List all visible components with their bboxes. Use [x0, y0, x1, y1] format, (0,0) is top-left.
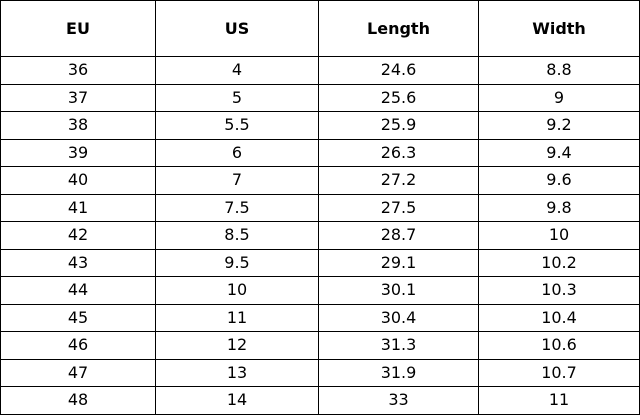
table-cell: 13 — [155, 358, 319, 387]
table-cell: 9.8 — [478, 193, 640, 222]
table-cell: 33 — [318, 386, 479, 415]
table-cell: 27.5 — [318, 193, 479, 222]
header-cell: Width — [478, 0, 640, 57]
table-cell: 39 — [0, 138, 156, 167]
table-cell: 29.1 — [318, 248, 479, 277]
table-cell: 31.9 — [318, 358, 479, 387]
table-row: 38 5.5 25.9 9.2 — [0, 111, 640, 140]
table-cell: 10 — [478, 221, 640, 250]
header-cell: US — [155, 0, 319, 57]
table-cell: 12 — [155, 331, 319, 360]
table-cell: 10.6 — [478, 331, 640, 360]
table-cell: 9.6 — [478, 166, 640, 195]
table-row: 40 7 27.2 9.6 — [0, 166, 640, 195]
table-cell: 24.6 — [318, 56, 479, 85]
table-cell: 10.2 — [478, 248, 640, 277]
table-cell: 9 — [478, 83, 640, 112]
table-cell: 26.3 — [318, 138, 479, 167]
table-cell: 4 — [155, 56, 319, 85]
table-cell: 9.5 — [155, 248, 319, 277]
table-cell: 11 — [155, 303, 319, 332]
table-cell: 30.4 — [318, 303, 479, 332]
table-cell: 25.6 — [318, 83, 479, 112]
table-cell: 31.3 — [318, 331, 479, 360]
header-cell: EU — [0, 0, 156, 57]
table-row: 46 12 31.3 10.6 — [0, 331, 640, 360]
table-cell: 6 — [155, 138, 319, 167]
table-cell: 7.5 — [155, 193, 319, 222]
table-cell: 8.5 — [155, 221, 319, 250]
table-cell: 28.7 — [318, 221, 479, 250]
table-cell: 10.3 — [478, 276, 640, 305]
table-cell: 25.9 — [318, 111, 479, 140]
table-body: 36 4 24.6 8.8 37 5 25.6 9 38 5.5 25.9 9.2 39 6 26.3 9.4… — [0, 56, 640, 415]
table-row: 41 7.5 27.5 9.8 — [0, 193, 640, 222]
header-cell: Length — [318, 0, 479, 57]
table-cell: 14 — [155, 386, 319, 415]
table-cell: 41 — [0, 193, 156, 222]
table-cell: 47 — [0, 358, 156, 387]
table-cell: 38 — [0, 111, 156, 140]
table-cell: 46 — [0, 331, 156, 360]
table-header: EU US Length Width — [0, 0, 640, 57]
table-cell: 7 — [155, 166, 319, 195]
table-cell: 27.2 — [318, 166, 479, 195]
table-cell: 40 — [0, 166, 156, 195]
table-row: 44 10 30.1 10.3 — [0, 276, 640, 305]
table-cell: 11 — [478, 386, 640, 415]
table-row: 42 8.5 28.7 10 — [0, 221, 640, 250]
table-cell: 36 — [0, 56, 156, 85]
table-cell: 44 — [0, 276, 156, 305]
table-cell: 45 — [0, 303, 156, 332]
table-cell: 9.4 — [478, 138, 640, 167]
table-row: 47 13 31.9 10.7 — [0, 358, 640, 387]
table-cell: 48 — [0, 386, 156, 415]
table-cell: 5 — [155, 83, 319, 112]
table-row: 43 9.5 29.1 10.2 — [0, 248, 640, 277]
table-cell: 9.2 — [478, 111, 640, 140]
table-cell: 30.1 — [318, 276, 479, 305]
table-cell: 5.5 — [155, 111, 319, 140]
table-cell: 10.7 — [478, 358, 640, 387]
table-cell: 8.8 — [478, 56, 640, 85]
table-cell: 42 — [0, 221, 156, 250]
table-cell: 37 — [0, 83, 156, 112]
table-cell: 10 — [155, 276, 319, 305]
table-row: 45 11 30.4 10.4 — [0, 303, 640, 332]
header-row: EU US Length Width — [0, 0, 640, 57]
table-row: 37 5 25.6 9 — [0, 83, 640, 112]
table-row: 39 6 26.3 9.4 — [0, 138, 640, 167]
table-cell: 43 — [0, 248, 156, 277]
table-row: 36 4 24.6 8.8 — [0, 56, 640, 85]
table-row: 48 14 33 11 — [0, 386, 640, 415]
table-cell: 10.4 — [478, 303, 640, 332]
